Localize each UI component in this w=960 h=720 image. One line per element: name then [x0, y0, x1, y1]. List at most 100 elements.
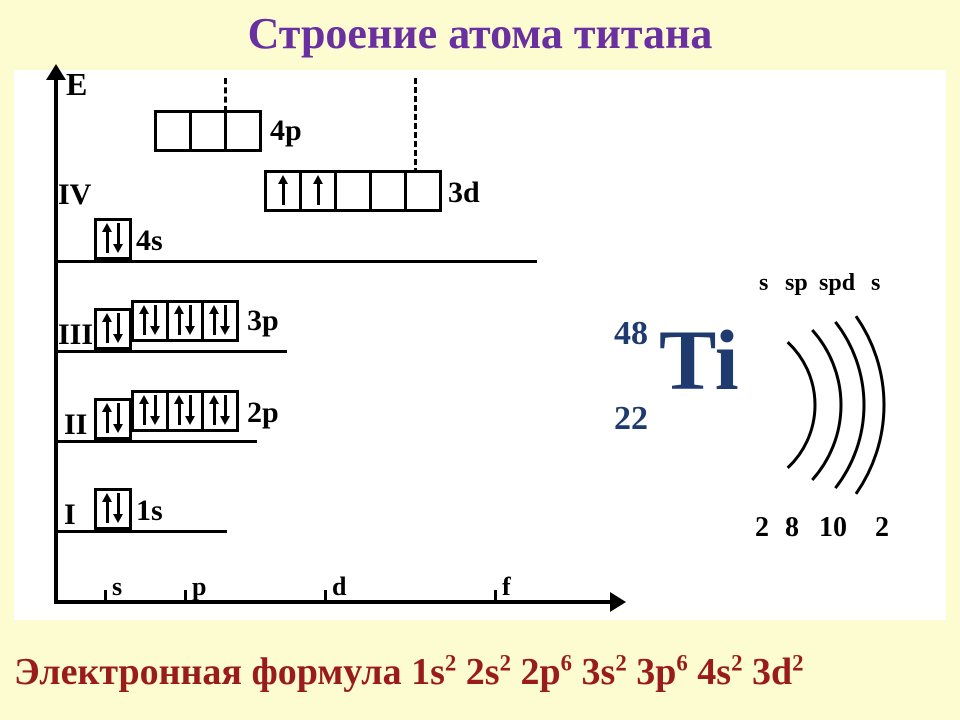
orbital-2p: 2p: [131, 390, 239, 432]
x-tick-label: s: [112, 572, 122, 602]
orbital-box: [201, 300, 239, 342]
spin-up-icon: [314, 175, 323, 205]
shell-sublevel-label: sp: [785, 270, 808, 297]
element-block: 48 22 Ti sspspds 28102: [604, 280, 944, 560]
orbital-box: [404, 170, 442, 212]
orbital-box: [131, 390, 169, 432]
orbital-box: [189, 110, 227, 152]
level-line: [57, 530, 227, 533]
element-symbol: Ti: [659, 310, 739, 410]
orbital-box: [154, 110, 192, 152]
orbital-box: [334, 170, 372, 212]
shell-arc: [788, 342, 815, 468]
formula-term: 1s2: [411, 651, 456, 693]
orbital-box: [94, 308, 132, 350]
orbital-label: 1s: [136, 494, 163, 528]
spin-down-icon: [151, 395, 160, 425]
x-tick-label: p: [192, 572, 206, 602]
orbital-box: [166, 390, 204, 432]
spin-up-icon: [279, 175, 288, 205]
page: Строение атома титана E spdf IIIIIIIV 1s…: [0, 0, 960, 720]
formula-lead: Электронная формула: [14, 651, 402, 693]
x-tick: [494, 590, 497, 604]
shell-arc: [812, 330, 841, 480]
spin-down-icon: [114, 223, 123, 253]
level-roman: III: [58, 318, 93, 352]
shell-electron-count: 2: [755, 512, 769, 544]
spin-down-icon: [114, 403, 123, 433]
orbital-2s: [94, 398, 132, 440]
element-atomic-number: 22: [614, 400, 648, 438]
level-roman: I: [64, 498, 76, 532]
formula-term: 4s2: [688, 651, 743, 693]
dashed-guideline: [414, 78, 417, 174]
spin-up-icon: [103, 223, 112, 253]
spin-up-icon: [103, 313, 112, 343]
shell-arcs: sspspds 28102: [749, 270, 949, 540]
shell-electron-count: 8: [785, 512, 799, 544]
shell-sublevel-label: s: [759, 270, 768, 297]
dashed-guideline: [224, 78, 227, 112]
orbital-box: [264, 170, 302, 212]
level-roman: II: [64, 408, 87, 442]
spin-down-icon: [221, 395, 230, 425]
orbital-3d: 3d: [264, 170, 442, 212]
spin-down-icon: [114, 493, 123, 523]
shell-arc: [856, 316, 884, 494]
orbital-4s: 4s: [94, 218, 132, 260]
orbital-label: 3p: [247, 304, 279, 338]
orbital-box: [299, 170, 337, 212]
y-axis-label: E: [66, 66, 87, 103]
formula-term: 3p6: [627, 651, 688, 693]
level-line: [57, 260, 537, 263]
spin-up-icon: [175, 395, 184, 425]
orbital-label: 4p: [270, 114, 302, 148]
formula-term: 2p6: [511, 651, 572, 693]
spin-up-icon: [103, 403, 112, 433]
spin-down-icon: [151, 305, 160, 335]
spin-down-icon: [221, 305, 230, 335]
x-axis-arrow-icon: [610, 592, 626, 612]
orbital-box: [94, 218, 132, 260]
x-tick-label: d: [332, 572, 346, 602]
orbital-box: [166, 300, 204, 342]
orbital-label: 3d: [448, 176, 480, 210]
shell-electron-count: 2: [875, 512, 889, 544]
spin-down-icon: [186, 395, 195, 425]
x-tick: [324, 590, 327, 604]
spin-down-icon: [186, 305, 195, 335]
spin-down-icon: [114, 313, 123, 343]
x-tick: [184, 590, 187, 604]
orbital-label: 2p: [247, 396, 279, 430]
shell-sublevel-label: spd: [819, 270, 855, 297]
orbital-box: [201, 390, 239, 432]
orbital-3p: 3p: [131, 300, 239, 342]
orbital-3s: [94, 308, 132, 350]
electron-formula: Электронная формула 1s2 2s2 2p6 3s2 3p6 …: [14, 650, 946, 694]
shell-sublevel-label: s: [871, 270, 880, 297]
shell-electron-count: 10: [819, 512, 847, 544]
orbital-4p: 4p: [154, 110, 262, 152]
spin-up-icon: [210, 305, 219, 335]
formula-term: 2s2: [456, 651, 511, 693]
x-tick-label: f: [502, 572, 511, 602]
orbital-box: [369, 170, 407, 212]
orbital-box: [94, 488, 132, 530]
orbital-1s: 1s: [94, 488, 132, 530]
page-title: Строение атома титана: [0, 8, 960, 59]
spin-up-icon: [140, 305, 149, 335]
element-mass: 48: [614, 315, 648, 353]
spin-up-icon: [210, 395, 219, 425]
orbital-label: 4s: [136, 224, 163, 258]
level-roman: IV: [58, 178, 91, 212]
spin-up-icon: [175, 305, 184, 335]
spin-up-icon: [140, 395, 149, 425]
formula-term: 3s2: [572, 651, 627, 693]
y-axis-arrow-icon: [46, 64, 66, 80]
orbital-box: [131, 300, 169, 342]
orbital-box: [94, 398, 132, 440]
energy-diagram: E spdf IIIIIIIV 1s2p3p4s3d4p 48 22 Ti ss…: [14, 70, 946, 620]
shell-arcs-svg: [749, 270, 949, 540]
orbital-box: [224, 110, 262, 152]
formula-term: 3d2: [742, 651, 803, 693]
